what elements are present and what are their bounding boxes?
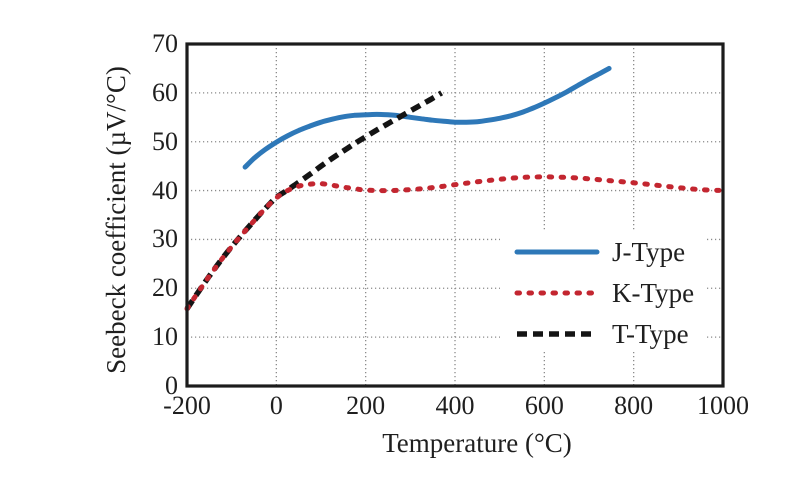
x-tick-label-1000: 1000	[697, 391, 749, 420]
y-tick-label-40: 40	[152, 175, 178, 205]
x-tick-label-400: 400	[435, 391, 475, 420]
x-tick-label-600: 600	[524, 391, 564, 420]
x-tick-label-200: 200	[346, 391, 386, 420]
series-j-type	[242, 65, 612, 170]
y-tick-label-50: 50	[152, 126, 178, 156]
x-axis-title: Temperature (°C)	[382, 428, 572, 458]
y-tick-label-20: 20	[152, 273, 178, 303]
plot-border	[185, 42, 725, 388]
x-tick-label-800: 800	[614, 391, 654, 420]
x-tick-label--200: -200	[163, 391, 211, 420]
y-tick-label-30: 30	[152, 224, 178, 254]
y-tick-label-60: 60	[152, 77, 178, 107]
y-tick-label-70: 70	[152, 29, 178, 58]
y-tick-label-10: 10	[152, 322, 178, 352]
y-tick-label-0: 0	[165, 371, 178, 400]
x-tick-label-0: 0	[269, 391, 283, 420]
series-k-type	[184, 174, 726, 312]
series-group	[184, 65, 726, 312]
legend-label-j-type: J-Type	[612, 237, 685, 267]
legend-label-k-type: K-Type	[612, 278, 694, 308]
legend: J-Type K-Type T-Type	[500, 232, 706, 352]
legend-label-t-type: T-Type	[612, 319, 689, 349]
series-t-type	[184, 90, 444, 311]
